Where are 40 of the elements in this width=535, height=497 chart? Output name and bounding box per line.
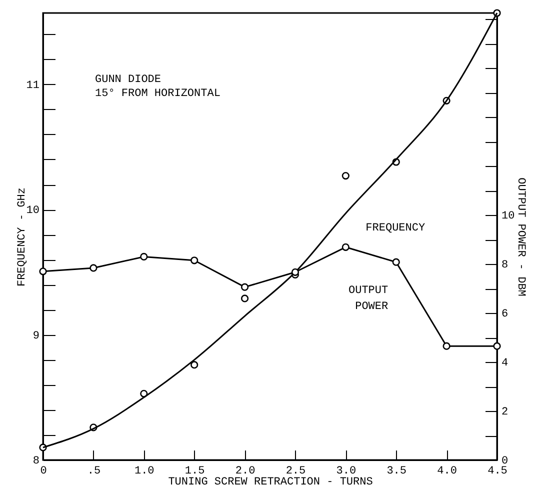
- point: [90, 264, 98, 272]
- y-tick-label: 10: [26, 205, 40, 218]
- y2-axis-title: OUTPUT POWER - DBM: [514, 178, 527, 296]
- y2-tick-label: 4: [502, 358, 508, 370]
- y2-tick-label: 10: [502, 210, 515, 223]
- point: [442, 342, 450, 350]
- y2-tick-label: 0: [502, 456, 508, 468]
- y-axis-title: FREQUENCY - GHz: [16, 187, 28, 287]
- x-tick-label: 2.5: [286, 466, 306, 478]
- point: [240, 294, 249, 302]
- x-tick-label: 4.5: [488, 466, 508, 478]
- x-tick-label: 2.0: [235, 466, 256, 478]
- point: [291, 268, 300, 276]
- series-label: FREQUENCY: [366, 222, 426, 234]
- point: [190, 361, 198, 369]
- x-axis-title: TUNING SCREW RETRACTION - TURNS: [168, 476, 374, 488]
- y2-tick-label: 2: [502, 406, 508, 419]
- y2-tick-label: 6: [502, 308, 508, 321]
- x-tick-label: .5: [87, 466, 101, 478]
- x-tick-label: 3.0: [336, 466, 356, 478]
- x-tick-label: 0: [40, 466, 47, 478]
- point: [240, 283, 249, 291]
- x-tick-label: 1.5: [184, 466, 205, 478]
- x-tick-label: 4.0: [437, 466, 457, 478]
- point: [39, 268, 47, 276]
- point: [493, 342, 501, 350]
- y-tick-label: 11: [26, 80, 40, 92]
- annotation: 15° FROM HORIZONTAL: [95, 88, 220, 100]
- point: [190, 256, 198, 264]
- annotation: GUNN DIODE: [95, 74, 162, 86]
- series-label: OUTPUT POWER: [348, 285, 389, 314]
- y2-tick-label: 8: [502, 260, 508, 272]
- x-tick-label: 1.0: [134, 466, 154, 478]
- y-tick-label: 9: [32, 330, 40, 342]
- point: [342, 243, 350, 251]
- x-tick-label: 3.5: [386, 466, 407, 478]
- point: [140, 252, 148, 261]
- point: [392, 258, 400, 266]
- y-tick-label: 8: [32, 456, 40, 468]
- point: [342, 172, 350, 180]
